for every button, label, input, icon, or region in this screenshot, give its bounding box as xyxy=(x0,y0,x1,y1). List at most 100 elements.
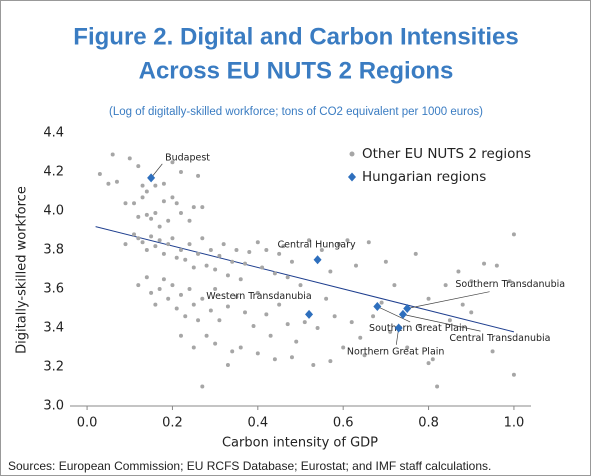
region-point xyxy=(418,324,423,329)
chart-title: Figure 2. Digital and Carbon Intensities xyxy=(73,23,518,50)
x-tick-label: 0.6 xyxy=(333,416,354,431)
region-point xyxy=(426,361,431,366)
region-point xyxy=(349,320,354,325)
region-point xyxy=(157,287,162,291)
region-point xyxy=(208,248,213,252)
region-point xyxy=(136,236,141,241)
region-point xyxy=(482,261,487,266)
region-point xyxy=(149,216,154,221)
region-point xyxy=(328,359,333,364)
legend-marker xyxy=(349,151,355,157)
region-point xyxy=(191,345,196,350)
source-note: Sources: European Commission; EU RCFS Da… xyxy=(8,459,491,473)
region-point xyxy=(358,335,363,340)
region-point xyxy=(447,318,452,323)
region-point xyxy=(183,257,188,262)
region-point xyxy=(174,306,179,311)
region-point xyxy=(187,218,192,223)
legend-label: Hungarian regions xyxy=(362,169,486,185)
region-point xyxy=(383,259,388,264)
hungarian-point xyxy=(403,304,412,313)
region-point xyxy=(161,181,166,186)
region-point xyxy=(196,318,201,323)
region-point xyxy=(294,339,299,344)
region-point xyxy=(251,324,256,329)
region-point xyxy=(307,238,312,243)
region-point xyxy=(144,212,149,217)
region-point xyxy=(302,320,307,325)
region-point xyxy=(435,384,440,389)
region-point xyxy=(178,210,183,215)
region-point xyxy=(221,242,226,247)
region-point xyxy=(332,314,337,319)
region-point xyxy=(430,357,435,362)
region-point xyxy=(353,263,358,268)
region-point xyxy=(319,248,324,252)
region-point xyxy=(153,302,158,307)
region-point xyxy=(230,259,235,264)
region-point xyxy=(200,296,205,301)
region-point xyxy=(191,205,196,210)
y-tick-label: 3.6 xyxy=(43,282,64,297)
region-point xyxy=(460,302,465,307)
region-point xyxy=(166,242,171,247)
y-tick-label: 4.0 xyxy=(43,204,64,219)
region-point xyxy=(153,210,158,215)
region-point xyxy=(469,310,474,315)
region-point xyxy=(153,244,158,249)
region-point xyxy=(196,251,201,256)
y-tick-label: 3.4 xyxy=(43,321,64,336)
point-label: Central Hungary xyxy=(277,239,356,250)
region-point xyxy=(204,333,209,338)
region-point xyxy=(178,333,183,338)
hungarian-point xyxy=(305,309,314,319)
x-tick-label: 0.0 xyxy=(77,416,98,431)
hungarian-point xyxy=(398,309,407,319)
region-point xyxy=(187,287,192,291)
region-point xyxy=(264,312,269,317)
y-tick-label: 3.2 xyxy=(43,360,64,375)
region-point xyxy=(191,302,196,307)
y-tick-label: 4.2 xyxy=(43,165,64,180)
region-point xyxy=(153,183,158,188)
region-point xyxy=(238,345,243,350)
leader-line xyxy=(377,306,411,323)
region-point xyxy=(362,353,367,358)
region-point xyxy=(315,326,320,330)
region-point xyxy=(161,199,166,204)
region-point xyxy=(170,160,175,165)
y-tick-label: 4.4 xyxy=(43,126,64,141)
y-tick-label: 3.0 xyxy=(43,399,64,414)
region-point xyxy=(136,164,141,169)
point-label: Southern Great Plain xyxy=(369,323,468,334)
point-label: Central Transdanubia xyxy=(449,333,550,344)
region-point xyxy=(234,248,239,252)
region-point xyxy=(170,283,175,288)
region-point xyxy=(178,170,183,174)
region-point xyxy=(379,300,384,305)
region-point xyxy=(243,310,248,315)
region-point xyxy=(511,232,516,237)
region-point xyxy=(272,357,277,362)
region-point xyxy=(289,259,294,264)
region-point xyxy=(345,238,350,243)
region-point xyxy=(97,171,102,176)
subtitle: (Log of digitally-skilled workforce; ton… xyxy=(109,106,483,118)
region-point xyxy=(238,277,243,282)
region-point xyxy=(277,251,282,256)
region-point xyxy=(405,345,410,350)
region-point xyxy=(225,363,230,368)
x-tick-label: 0.4 xyxy=(247,416,268,431)
legend-marker xyxy=(348,172,356,182)
region-point xyxy=(328,269,333,274)
region-point xyxy=(144,248,149,252)
region-point xyxy=(298,283,303,288)
region-point xyxy=(247,249,252,254)
region-point xyxy=(132,232,137,237)
region-point xyxy=(149,234,154,239)
region-point xyxy=(341,345,346,350)
region-point xyxy=(114,179,119,184)
y-tick-label: 3.8 xyxy=(43,243,64,258)
